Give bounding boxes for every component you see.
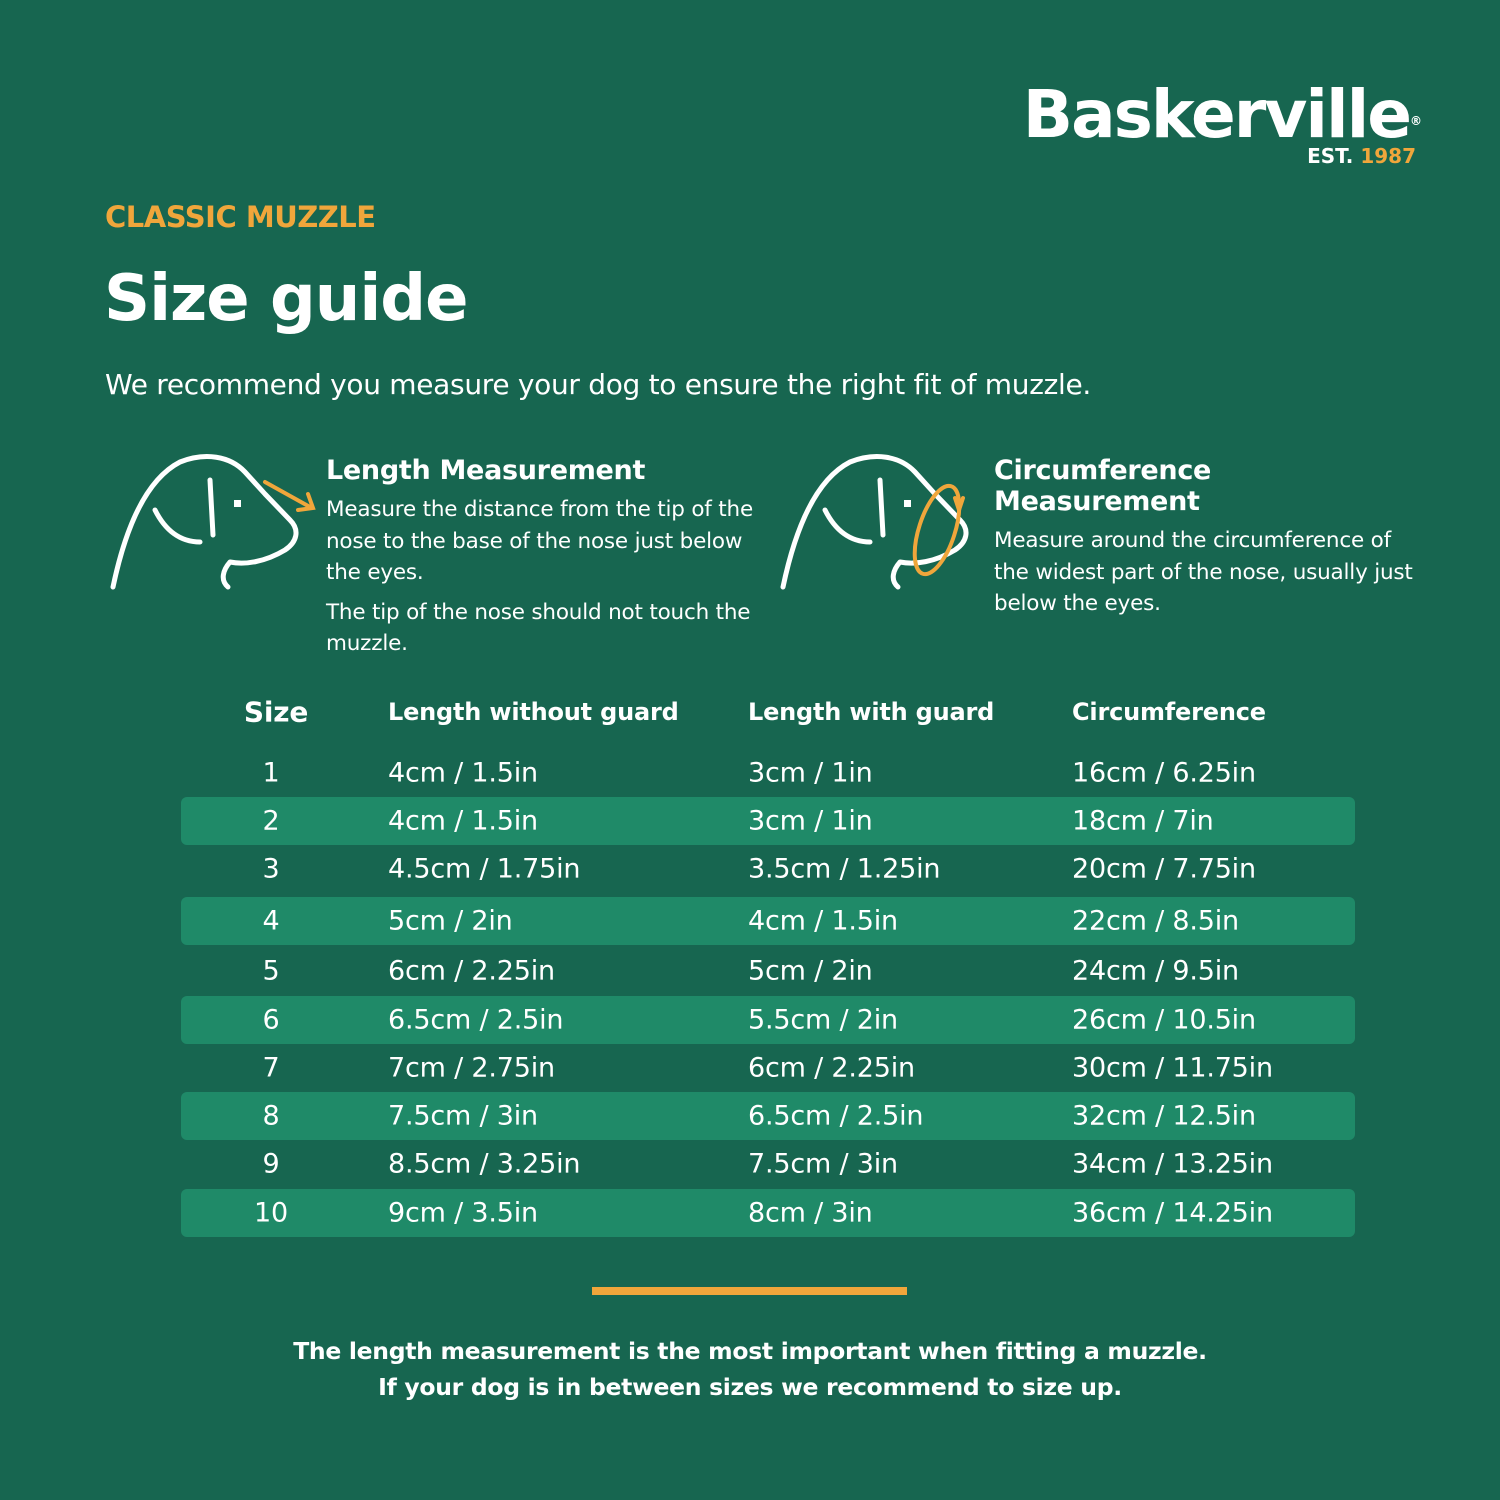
est-label: EST. xyxy=(1307,144,1354,168)
cell-circumference: 34cm / 13.25in xyxy=(1072,1148,1273,1180)
header-size: Size xyxy=(243,695,309,729)
cell-length-without-guard: 7.5cm / 3in xyxy=(388,1100,538,1132)
cell-size: 4 xyxy=(262,905,280,937)
cell-size: 3 xyxy=(262,853,280,885)
circumference-instruction: Measure around the circumference of the … xyxy=(994,528,1413,616)
cell-size: 9 xyxy=(262,1148,280,1180)
table-row: 1 4cm / 1.5in 3cm / 1in 16cm / 6.25in xyxy=(181,749,1355,797)
cell-size: 2 xyxy=(262,805,280,837)
cell-length-with-guard: 5.5cm / 2in xyxy=(748,1004,898,1036)
length-measurement: Length Measurement Measure the distance … xyxy=(326,455,756,668)
table-row: 2 4cm / 1.5in 3cm / 1in 18cm / 7in xyxy=(181,797,1355,845)
cell-circumference: 22cm / 8.5in xyxy=(1072,905,1239,937)
cell-size: 7 xyxy=(262,1052,280,1084)
dog-circumference-icon xyxy=(780,454,969,590)
footer-line-1: The length measurement is the most impor… xyxy=(293,1337,1207,1365)
cell-length-with-guard: 7.5cm / 3in xyxy=(748,1148,898,1180)
header-circumference: Circumference xyxy=(1072,698,1266,726)
logo-name: Baskerville xyxy=(1022,76,1412,153)
cell-length-without-guard: 4.5cm / 1.75in xyxy=(388,853,581,885)
cell-length-without-guard: 7cm / 2.75in xyxy=(388,1052,555,1084)
table-row: 9 8.5cm / 3.25in 7.5cm / 3in 34cm / 13.25in xyxy=(181,1140,1355,1188)
cell-length-with-guard: 3cm / 1in xyxy=(748,805,873,837)
cell-size: 5 xyxy=(262,955,280,987)
cell-length-with-guard: 3.5cm / 1.25in xyxy=(748,853,941,885)
cell-length-with-guard: 3cm / 1in xyxy=(748,757,873,789)
cell-length-with-guard: 6cm / 2.25in xyxy=(748,1052,915,1084)
cell-size: 1 xyxy=(262,757,280,789)
table-row: 8 7.5cm / 3in 6.5cm / 2.5in 32cm / 12.5in xyxy=(181,1092,1355,1140)
cell-length-with-guard: 5cm / 2in xyxy=(748,955,873,987)
cell-length-without-guard: 4cm / 1.5in xyxy=(388,805,538,837)
cell-length-without-guard: 6.5cm / 2.5in xyxy=(388,1004,564,1036)
cell-length-with-guard: 6.5cm / 2.5in xyxy=(748,1100,924,1132)
table-row: 3 4.5cm / 1.75in 3.5cm / 1.25in 20cm / 7.75… xyxy=(181,845,1355,893)
cell-size: 6 xyxy=(262,1004,280,1036)
cell-circumference: 18cm / 7in xyxy=(1072,805,1214,837)
footer-line-2: If your dog is in between sizes we recom… xyxy=(378,1373,1122,1401)
length-instruction: Measure the distance from the tip of the… xyxy=(326,497,753,585)
est-year: 1987 xyxy=(1360,144,1416,168)
length-heading: Length Measurement xyxy=(326,455,646,486)
footer-note: The length measurement is the most impor… xyxy=(0,1333,1500,1405)
cell-size: 8 xyxy=(262,1100,280,1132)
brand-logo: Baskerville® EST. 1987 xyxy=(1023,80,1422,169)
table-row: 7 7cm / 2.75in 6cm / 2.25in 30cm / 11.75in xyxy=(181,1044,1355,1092)
cell-circumference: 16cm / 6.25in xyxy=(1072,757,1256,789)
cell-circumference: 26cm / 10.5in xyxy=(1072,1004,1256,1036)
cell-circumference: 24cm / 9.5in xyxy=(1072,955,1239,987)
cell-length-without-guard: 8.5cm / 3.25in xyxy=(388,1148,581,1180)
header-length-without-guard: Length without guard xyxy=(388,698,679,726)
cell-length-without-guard: 6cm / 2.25in xyxy=(388,955,555,987)
length-note: The tip of the nose should not touch the… xyxy=(326,599,751,657)
cell-circumference: 32cm / 12.5in xyxy=(1072,1100,1256,1132)
page-title: Size guide xyxy=(104,262,468,336)
dog-length-icon xyxy=(110,454,316,590)
cell-length-without-guard: 5cm / 2in xyxy=(388,905,513,937)
product-eyebrow: CLASSIC MUZZLE xyxy=(105,200,376,234)
accent-divider xyxy=(592,1287,907,1295)
cell-circumference: 30cm / 11.75in xyxy=(1072,1052,1273,1084)
cell-length-without-guard: 4cm / 1.5in xyxy=(388,757,538,789)
cell-length-with-guard: 8cm / 3in xyxy=(748,1197,873,1229)
cell-circumference: 20cm / 7.75in xyxy=(1072,853,1256,885)
table-row: 6 6.5cm / 2.5in 5.5cm / 2in 26cm / 10.5in xyxy=(181,996,1355,1044)
table-row: 10 9cm / 3.5in 8cm / 3in 36cm / 14.25in xyxy=(181,1189,1355,1237)
circumference-measurement: Circumference Measurement Measure around… xyxy=(994,455,1424,628)
intro-text: We recommend you measure your dog to ens… xyxy=(105,368,1092,401)
table-header: Size Length without guard Length with gu… xyxy=(181,688,1355,736)
cell-size: 10 xyxy=(254,1197,288,1229)
cell-length-without-guard: 9cm / 3.5in xyxy=(388,1197,538,1229)
cell-length-with-guard: 4cm / 1.5in xyxy=(748,905,898,937)
header-length-with-guard: Length with guard xyxy=(748,698,995,726)
table-row: 5 6cm / 2.25in 5cm / 2in 24cm / 9.5in xyxy=(181,947,1355,995)
registered-mark: ® xyxy=(1410,114,1422,128)
circumference-heading: Circumference Measurement xyxy=(994,455,1212,517)
table-row: 4 5cm / 2in 4cm / 1.5in 22cm / 8.5in xyxy=(181,897,1355,945)
cell-circumference: 36cm / 14.25in xyxy=(1072,1197,1273,1229)
